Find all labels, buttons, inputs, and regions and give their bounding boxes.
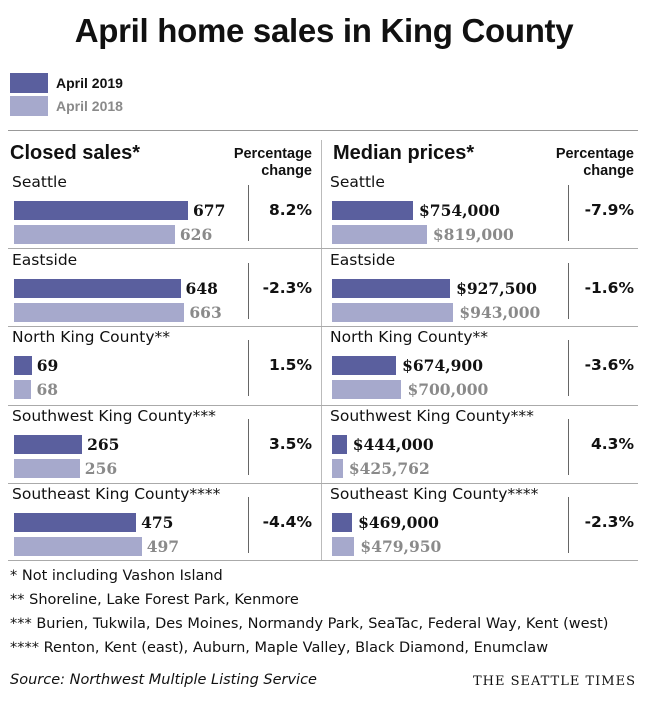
median-prices-value-2018: $819,000 xyxy=(432,225,514,244)
legend-label-2018: April 2018 xyxy=(56,98,123,114)
closed-sales-header: Closed sales* xyxy=(10,142,141,164)
row-divider xyxy=(8,248,638,249)
median-prices-pct-header-line1: Percentage xyxy=(555,146,634,162)
closed-sales-bar-2019 xyxy=(14,279,181,298)
closed-sales-region-label: Eastside xyxy=(12,251,78,269)
median-prices-value-2018: $425,762 xyxy=(348,459,430,478)
closed-sales-region-label: Southwest King County*** xyxy=(12,407,216,425)
median-prices-pct-separator xyxy=(568,419,569,475)
legend-swatch-2019 xyxy=(10,73,48,93)
closed-sales-value-2019: 648 xyxy=(185,279,218,298)
closed-sales-bar-2018 xyxy=(14,459,80,478)
source-note: Source: Northwest Multiple Listing Servi… xyxy=(10,672,317,688)
footnote-1: * Not including Vashon Island xyxy=(10,568,223,584)
closed-sales-value-2018: 68 xyxy=(36,380,59,399)
median-prices-bar-2019 xyxy=(332,279,451,298)
median-prices-bar-2018 xyxy=(332,225,427,244)
footnote-3: *** Burien, Tukwila, Des Moines, Normand… xyxy=(10,616,609,632)
median-prices-region-label: Seattle xyxy=(330,173,385,191)
median-prices-pct-separator xyxy=(568,185,569,241)
median-prices-value-2019: $754,000 xyxy=(419,201,500,220)
median-prices-pct-change: -7.9% xyxy=(584,201,634,219)
closed-sales-pct-change: 3.5% xyxy=(269,435,312,453)
median-prices-pct-change: -3.6% xyxy=(584,356,634,374)
median-prices-bar-2019 xyxy=(332,435,347,454)
median-prices-region-label: Eastside xyxy=(330,251,396,269)
closed-sales-pct-separator xyxy=(248,340,249,396)
closed-sales-bar-2018 xyxy=(14,303,185,322)
median-prices-bar-2019 xyxy=(332,356,397,375)
closed-sales-bar-2019 xyxy=(14,435,83,454)
closed-sales-value-2018: 497 xyxy=(146,537,180,556)
closed-sales-pct-change: 8.2% xyxy=(269,201,312,219)
closed-sales-value-2018: 256 xyxy=(84,459,118,478)
closed-sales-bar-2018 xyxy=(14,225,175,244)
closed-sales-pct-separator xyxy=(248,419,249,475)
closed-sales-bar-2019 xyxy=(14,356,32,375)
closed-sales-region-label: Southeast King County**** xyxy=(12,485,221,503)
median-prices-header: Median prices* xyxy=(333,142,475,164)
closed-sales-pct-separator xyxy=(248,263,249,319)
closed-sales-bar-2019 xyxy=(14,513,137,532)
median-prices-pct-separator xyxy=(568,340,569,396)
median-prices-value-2019: $444,000 xyxy=(352,435,434,454)
closed-sales-bar-2018 xyxy=(14,380,32,399)
median-prices-pct-separator xyxy=(568,263,569,319)
median-prices-value-2019: $469,000 xyxy=(358,513,439,532)
row-divider xyxy=(8,405,638,406)
median-prices-bar-2018 xyxy=(332,537,355,556)
closed-sales-region-label: North King County** xyxy=(12,328,171,346)
closed-sales-region-label: Seattle xyxy=(12,173,67,191)
row-divider xyxy=(8,560,638,561)
median-prices-bar-2019 xyxy=(332,513,353,532)
median-prices-pct-separator xyxy=(568,497,569,553)
closed-sales-pct-header-line1: Percentage xyxy=(233,146,312,162)
closed-sales-pct-header: Percentage change xyxy=(234,146,312,180)
median-prices-pct-change: -2.3% xyxy=(584,513,634,531)
closed-sales-value-2018: 626 xyxy=(179,225,213,244)
closed-sales-bar-2019 xyxy=(14,201,188,220)
chart-title: April home sales in King County xyxy=(74,12,574,49)
median-prices-value-2018: $479,950 xyxy=(360,537,442,556)
row-divider xyxy=(8,326,638,327)
closed-sales-pct-change: -4.4% xyxy=(262,513,312,531)
closed-sales-pct-change: -2.3% xyxy=(262,279,312,297)
median-prices-pct-change: -1.6% xyxy=(584,279,634,297)
closed-sales-pct-change: 1.5% xyxy=(269,356,312,374)
closed-sales-pct-separator xyxy=(248,497,249,553)
median-prices-region-label: Southeast King County**** xyxy=(330,485,539,503)
legend-item-2018: April 2018 xyxy=(10,95,123,117)
median-prices-region-label: Southwest King County*** xyxy=(330,407,534,425)
median-prices-bar-2019 xyxy=(332,201,413,220)
median-prices-bar-2018 xyxy=(332,459,343,478)
legend-label-2019: April 2019 xyxy=(56,75,123,91)
row-divider xyxy=(8,483,638,484)
median-prices-pct-header-line2: change xyxy=(583,163,634,179)
closed-sales-pct-separator xyxy=(248,185,249,241)
closed-sales-value-2019: 265 xyxy=(87,435,120,454)
median-prices-value-2019: $927,500 xyxy=(456,279,537,298)
median-prices-value-2018: $943,000 xyxy=(459,303,541,322)
median-prices-region-label: North King County** xyxy=(330,328,489,346)
closed-sales-bar-2018 xyxy=(14,537,142,556)
footnote-2: ** Shoreline, Lake Forest Park, Kenmore xyxy=(10,592,299,608)
closed-sales-value-2018: 663 xyxy=(189,303,222,322)
closed-sales-value-2019: 69 xyxy=(36,356,59,375)
publisher-logo: THE SEATTLE TIMES xyxy=(472,674,636,689)
closed-sales-value-2019: 475 xyxy=(141,513,174,532)
median-prices-pct-change: 4.3% xyxy=(591,435,634,453)
closed-sales-value-2019: 677 xyxy=(193,201,226,220)
median-prices-bar-2018 xyxy=(332,380,402,399)
legend-swatch-2018 xyxy=(10,96,48,116)
median-prices-value-2019: $674,900 xyxy=(402,356,483,375)
panel-divider xyxy=(321,140,322,560)
header-top-rule xyxy=(8,130,638,131)
median-prices-bar-2018 xyxy=(332,303,454,322)
closed-sales-pct-header-line2: change xyxy=(261,163,312,179)
footnote-4: **** Renton, Kent (east), Auburn, Maple … xyxy=(10,640,549,656)
median-prices-pct-header: Percentage change xyxy=(556,146,634,180)
legend-item-2019: April 2019 xyxy=(10,72,123,94)
median-prices-value-2018: $700,000 xyxy=(407,380,489,399)
